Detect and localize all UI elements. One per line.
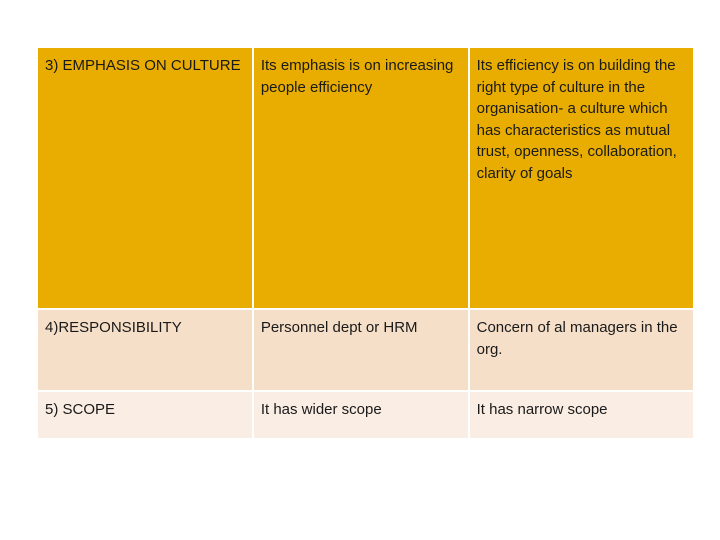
table-row-emphasis-on-culture: 3) EMPHASIS ON CULTURE Its emphasis is o… (38, 48, 693, 308)
cell-first-approach: It has wider scope (253, 392, 468, 438)
cell-second-approach: It has narrow scope (469, 392, 693, 438)
comparison-table: 3) EMPHASIS ON CULTURE Its emphasis is o… (36, 46, 695, 440)
cell-second-approach: Concern of al managers in the org. (469, 310, 693, 390)
cell-first-approach: Personnel dept or HRM (253, 310, 468, 390)
cell-aspect: 4)RESPONSIBILITY (38, 310, 252, 390)
table-row-responsibility: 4)RESPONSIBILITY Personnel dept or HRM C… (38, 310, 693, 390)
cell-second-approach: Its efficiency is on building the right … (469, 48, 693, 308)
cell-aspect: 5) SCOPE (38, 392, 252, 438)
cell-first-approach: Its emphasis is on increasing people eff… (253, 48, 468, 308)
cell-aspect: 3) EMPHASIS ON CULTURE (38, 48, 252, 308)
table-row-scope: 5) SCOPE It has wider scope It has narro… (38, 392, 693, 438)
